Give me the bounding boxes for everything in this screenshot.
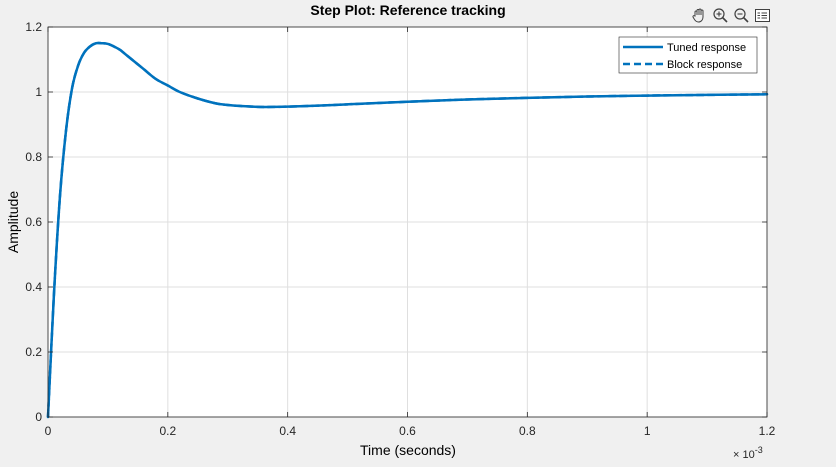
legend[interactable]: Tuned response Block response [618, 36, 758, 74]
series-line-tuned-response[interactable] [46, 41, 769, 419]
x-tick-label: 1.2 [759, 424, 776, 438]
y-tick-label: 0.2 [25, 345, 42, 359]
x-tick-label: 0.4 [279, 424, 296, 438]
legend-box [618, 36, 758, 74]
x-axis-label: Time (seconds) [360, 442, 456, 458]
tick-marks [47, 26, 768, 418]
x-tick-label: 0 [45, 424, 52, 438]
x-tick-label: 0.6 [399, 424, 416, 438]
y-tick-label: 0.6 [25, 215, 42, 229]
y-tick-label: 1.2 [25, 20, 42, 34]
zoom-out-icon[interactable] [732, 6, 751, 25]
tick-labels: 0 0.2 0.4 0.6 0.8 1 1.2 0 0.2 0.4 0.6 0.8 1 1.2 [25, 20, 775, 438]
series-layer [46, 41, 769, 419]
legend-label-tuned: Tuned response [667, 42, 746, 54]
zoom-in-icon[interactable] [711, 6, 730, 25]
legend-toggle-icon[interactable] [753, 6, 772, 25]
pan-icon[interactable] [690, 6, 709, 25]
x-exponent-power: -3 [755, 445, 763, 455]
x-tick-label: 0.2 [159, 424, 176, 438]
y-tick-label: 0.4 [25, 280, 42, 294]
y-tick-label: 0 [35, 410, 42, 424]
axes-toolbar [690, 5, 772, 25]
legend-label-block: Block response [667, 59, 742, 71]
x-exponent-base: × 10 [733, 449, 755, 461]
y-axis-label: Amplitude [5, 191, 21, 253]
y-tick-label: 1 [35, 85, 42, 99]
x-axis-exponent: × 10-3 [733, 445, 763, 461]
x-tick-label: 0.8 [519, 424, 536, 438]
x-tick-label: 1 [644, 424, 651, 438]
y-tick-label: 0.8 [25, 150, 42, 164]
chart-title: Step Plot: Reference tracking [310, 2, 505, 18]
